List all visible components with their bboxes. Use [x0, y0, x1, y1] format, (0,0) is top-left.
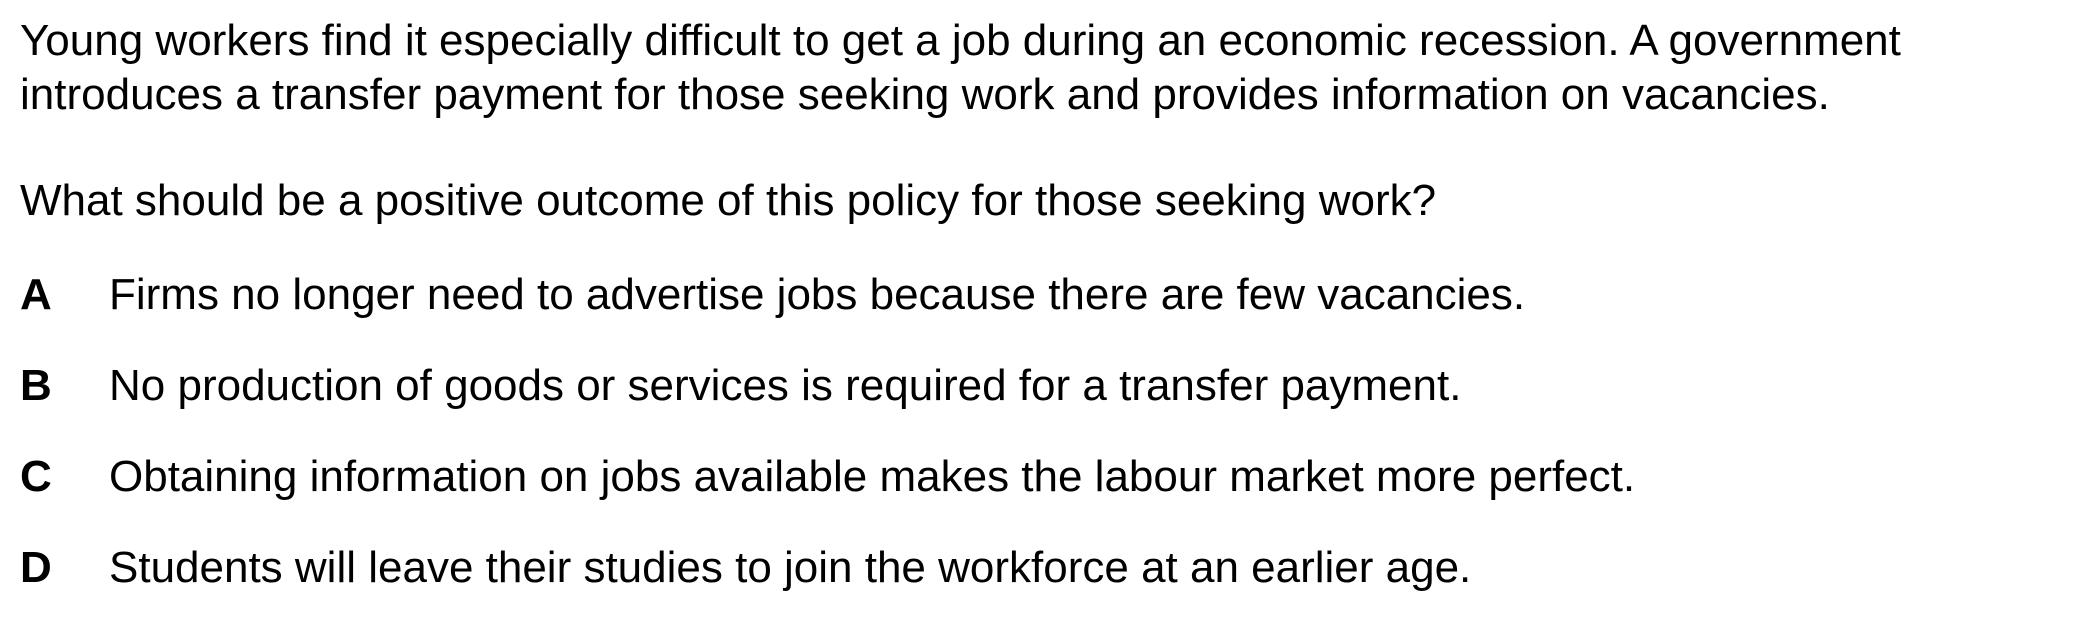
- option-letter: D: [20, 543, 52, 592]
- answer-options: A Firms no longer need to advertise jobs…: [20, 268, 2100, 595]
- option-b[interactable]: B No production of goods or services is …: [20, 359, 2100, 413]
- option-d[interactable]: D Students will leave their studies to j…: [20, 541, 2100, 595]
- option-letter: C: [20, 452, 52, 501]
- option-letter: A: [20, 270, 52, 319]
- option-text: No production of goods or services is re…: [109, 361, 1462, 410]
- stem-line-2: introduces a transfer payment for those …: [20, 70, 1830, 119]
- option-a[interactable]: A Firms no longer need to advertise jobs…: [20, 268, 2100, 322]
- question-prompt: What should be a positive outcome of thi…: [20, 176, 1437, 225]
- option-text: Firms no longer need to advertise jobs b…: [109, 270, 1526, 319]
- option-letter: B: [20, 361, 52, 410]
- question-stem: Young workers find it especially difficu…: [20, 14, 2080, 122]
- option-text: Students will leave their studies to joi…: [109, 543, 1472, 592]
- stem-line-1: Young workers find it especially difficu…: [20, 16, 1901, 65]
- option-text: Obtaining information on jobs available …: [109, 452, 1636, 501]
- option-c[interactable]: C Obtaining information on jobs availabl…: [20, 450, 2100, 504]
